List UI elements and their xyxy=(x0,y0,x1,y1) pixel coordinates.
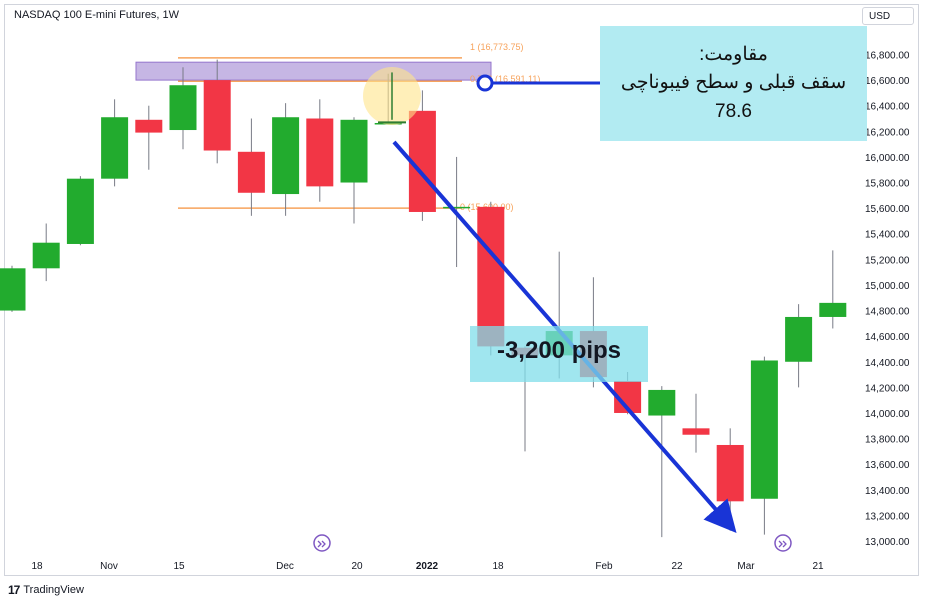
tradingview-logo-icon: 17 xyxy=(8,583,20,597)
y-tick-label: 13,800.00 xyxy=(865,435,910,446)
y-tick-label: 15,600.00 xyxy=(865,204,910,215)
x-tick-label: Mar xyxy=(737,561,755,572)
event-marker-icon xyxy=(774,534,792,552)
y-tick-label: 14,200.00 xyxy=(865,383,910,394)
candle-body xyxy=(32,242,60,269)
brand-name: TradingView xyxy=(23,584,84,596)
candle-body xyxy=(750,360,778,499)
x-tick-label: 18 xyxy=(492,561,504,572)
candle-body xyxy=(819,302,847,317)
x-tick-label: Dec xyxy=(276,561,294,572)
candle-body xyxy=(648,389,676,416)
resistance-annotation: مقاومت: سقف قبلی و سطح فیبوناچی 78.6 xyxy=(600,26,867,141)
x-tick-label: Nov xyxy=(100,561,118,572)
candle-body xyxy=(306,118,334,187)
candle-body xyxy=(135,119,163,133)
y-tick-label: 16,800.00 xyxy=(865,51,910,62)
x-tick-label: Feb xyxy=(595,561,613,572)
fib-level-label: 0.786 (16,591.11) xyxy=(470,74,540,84)
y-tick-label: 14,600.00 xyxy=(865,332,910,343)
candle-body xyxy=(477,206,505,347)
y-tick-label: 14,800.00 xyxy=(865,307,910,318)
y-tick-label: 15,800.00 xyxy=(865,179,910,190)
y-tick-label: 13,400.00 xyxy=(865,486,910,497)
y-tick-label: 16,000.00 xyxy=(865,153,910,164)
y-tick-label: 13,200.00 xyxy=(865,511,910,522)
y-tick-label: 15,200.00 xyxy=(865,255,910,266)
candle-body xyxy=(340,119,368,183)
y-tick-label: 13,000.00 xyxy=(865,537,910,548)
x-tick-label: 22 xyxy=(671,561,683,572)
y-tick-label: 16,400.00 xyxy=(865,102,910,113)
currency-selector[interactable]: USD xyxy=(862,7,914,25)
y-tick-label: 14,400.00 xyxy=(865,358,910,369)
candle-body xyxy=(0,268,26,311)
candle-body xyxy=(169,85,197,131)
fib-level-label: 1 (16,773.75) xyxy=(470,42,524,52)
event-marker-glyph xyxy=(778,540,787,548)
candle-body xyxy=(443,206,471,209)
y-tick-label: 16,600.00 xyxy=(865,76,910,87)
y-tick-label: 13,600.00 xyxy=(865,460,910,471)
annotation-line2: سقف قبلی و سطح فیبوناچی xyxy=(620,72,847,94)
y-tick-label: 14,000.00 xyxy=(865,409,910,420)
y-tick-label: 15,000.00 xyxy=(865,281,910,292)
candle-body xyxy=(682,428,710,435)
y-tick-label: 15,400.00 xyxy=(865,230,910,241)
event-marker-glyph xyxy=(317,540,326,548)
candle-body xyxy=(716,444,744,502)
x-tick-label: 21 xyxy=(812,561,824,572)
event-marker-icon xyxy=(313,534,331,552)
x-tick-label: 15 xyxy=(173,561,185,572)
x-tick-label: 20 xyxy=(351,561,363,572)
x-tick-label: 2022 xyxy=(416,561,439,572)
resistance-zone xyxy=(135,61,492,81)
candle-body xyxy=(101,117,129,179)
candle-body xyxy=(237,151,265,193)
candle-body xyxy=(272,117,300,195)
annotation-line1: مقاومت: xyxy=(699,43,768,65)
x-tick-label: 18 xyxy=(31,561,43,572)
drop-pips-label: -3,200 pips xyxy=(496,337,622,364)
candle-body xyxy=(66,178,94,244)
candle-body xyxy=(203,80,231,151)
y-tick-label: 16,200.00 xyxy=(865,127,910,138)
tradingview-brand[interactable]: 17 TradingView xyxy=(8,583,84,597)
annotation-line3: 78.6 xyxy=(715,100,752,122)
candle-body xyxy=(785,316,813,362)
chart-title: NASDAQ 100 E-mini Futures, 1W xyxy=(14,9,180,21)
connector-anchor xyxy=(476,74,494,92)
drop-measure-box xyxy=(470,326,648,382)
